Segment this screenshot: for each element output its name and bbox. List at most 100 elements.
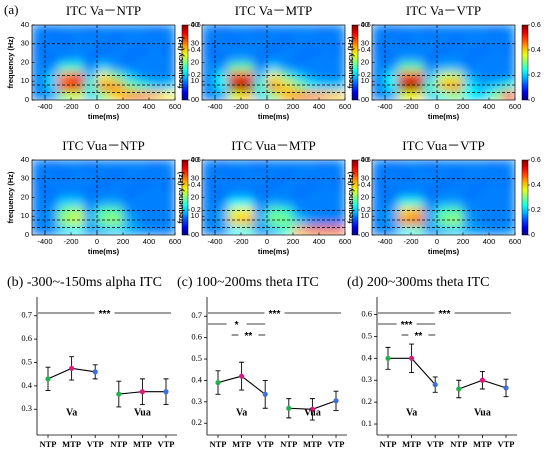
y-tick-label: 0.6 xyxy=(191,332,202,342)
mean-point xyxy=(215,379,221,386)
colorbar-tick-label: 0.4 xyxy=(531,47,541,54)
heatmap-cell xyxy=(122,71,137,82)
heatmap-cell xyxy=(96,178,111,189)
heatmap-cell xyxy=(122,187,137,198)
heatmap-cell xyxy=(436,43,451,54)
heatmap-cell xyxy=(305,187,320,198)
heatmap-cell xyxy=(148,80,163,91)
colorbar-tick-label: 0.2 xyxy=(191,207,201,214)
heatmap-cell xyxy=(501,52,515,63)
y-tick-label: 0.3 xyxy=(191,396,202,406)
heatmap-cell xyxy=(161,34,175,45)
heatmap-cell xyxy=(202,62,216,73)
colorbar-tick-label: 0 xyxy=(191,97,195,104)
colorbar xyxy=(351,159,359,236)
heatmap-cell xyxy=(44,187,59,198)
mean-point xyxy=(69,365,75,371)
x-tick-label: VTP xyxy=(257,439,274,449)
y-tick-label: 10 xyxy=(191,76,199,85)
heatmap-cell xyxy=(83,169,98,180)
heatmap-cell xyxy=(44,25,59,35)
heatmap-cell xyxy=(122,225,137,235)
heatmap-cell xyxy=(475,90,490,100)
heatmap xyxy=(202,25,345,100)
heatmap-cell xyxy=(436,169,451,180)
heatmap-cell xyxy=(436,52,451,63)
heatmap-cell xyxy=(266,71,281,82)
heatmap-cell xyxy=(240,160,255,170)
heatmap-cell xyxy=(266,206,281,217)
heatmap-cell xyxy=(32,80,46,91)
heatmap-cell xyxy=(202,215,216,226)
x-tick-label: 400 xyxy=(143,237,156,246)
heatmap-cell xyxy=(372,169,386,180)
heatmap-cell xyxy=(436,34,451,45)
heatmap-cell xyxy=(148,43,163,54)
colorbar xyxy=(521,24,529,101)
heatmap-cell xyxy=(266,90,281,100)
heatmap xyxy=(202,160,345,235)
heatmap-cell xyxy=(161,71,175,82)
heatmap-cell xyxy=(449,215,464,226)
heatmap-cell xyxy=(410,90,425,100)
heatmap-cell xyxy=(44,160,59,170)
heatmap-cell xyxy=(161,187,175,198)
heatmap-cell xyxy=(462,160,477,170)
heatmap-cell xyxy=(331,80,345,91)
heatmap-cell xyxy=(57,178,72,189)
heatmap-cell xyxy=(279,90,294,100)
heatmap-cell xyxy=(292,187,307,198)
heatmap-cell xyxy=(318,80,333,91)
heatmap-cell xyxy=(475,160,490,170)
heatmap-cell xyxy=(372,52,386,63)
heatmap-cell xyxy=(384,225,399,235)
heatmap-cell xyxy=(331,225,345,235)
heatmap-cell xyxy=(161,25,175,35)
heatmap-cell xyxy=(70,169,85,180)
heatmap-cell xyxy=(423,25,438,35)
heatmap-cell xyxy=(32,90,46,100)
heatmap-cell xyxy=(397,52,412,63)
heatmap-cell xyxy=(331,90,345,100)
heatmap-cell xyxy=(44,80,59,91)
heatmap-cell xyxy=(44,52,59,63)
x-tick-label: 600 xyxy=(169,237,182,246)
heatmap-cell xyxy=(44,62,59,73)
y-tick-label: 40 xyxy=(361,155,369,164)
y-tick-label: 40 xyxy=(21,20,29,29)
x-tick-label: 0 xyxy=(435,237,439,246)
heatmap-cell xyxy=(305,25,320,35)
chart-title: ITC Va－MTP xyxy=(235,3,312,18)
heatmap-cell xyxy=(109,52,124,63)
heatmap-cell xyxy=(227,43,242,54)
significance-label: *** xyxy=(439,309,451,320)
x-tick-label: 600 xyxy=(339,237,352,246)
heatmap-cell xyxy=(83,34,98,45)
y-axis-label: frequency (Hz) xyxy=(346,36,355,89)
y-tick-label: 0.5 xyxy=(191,353,202,363)
mean-point xyxy=(503,385,509,391)
x-tick-label: -200 xyxy=(63,102,78,111)
heatmap-cell xyxy=(436,160,451,170)
heatmap-cell xyxy=(240,34,255,45)
heatmap-cell xyxy=(331,52,345,63)
heatmap-cell xyxy=(148,62,163,73)
heatmap-cell xyxy=(122,178,137,189)
heatmap-cell xyxy=(32,160,46,170)
y-tick-label: 0.6 xyxy=(361,308,372,318)
heatmap-cell xyxy=(227,80,242,91)
colorbar-tick-label: 0.4 xyxy=(361,182,371,189)
heatmap-cell xyxy=(214,90,229,100)
heatmap-cell xyxy=(410,225,425,235)
heatmap-cell xyxy=(227,52,242,63)
heatmap-cell xyxy=(462,80,477,91)
y-tick-label: 20 xyxy=(21,57,29,66)
heatmap-cell xyxy=(253,71,268,82)
heatmap-cell xyxy=(240,25,255,35)
heatmap-cell xyxy=(384,25,399,35)
heatmap-cell xyxy=(501,215,515,226)
heatmap-cell xyxy=(279,206,294,217)
heatmap-cell xyxy=(384,43,399,54)
heatmap-cell xyxy=(318,34,333,45)
heatmap-cell xyxy=(109,34,124,45)
